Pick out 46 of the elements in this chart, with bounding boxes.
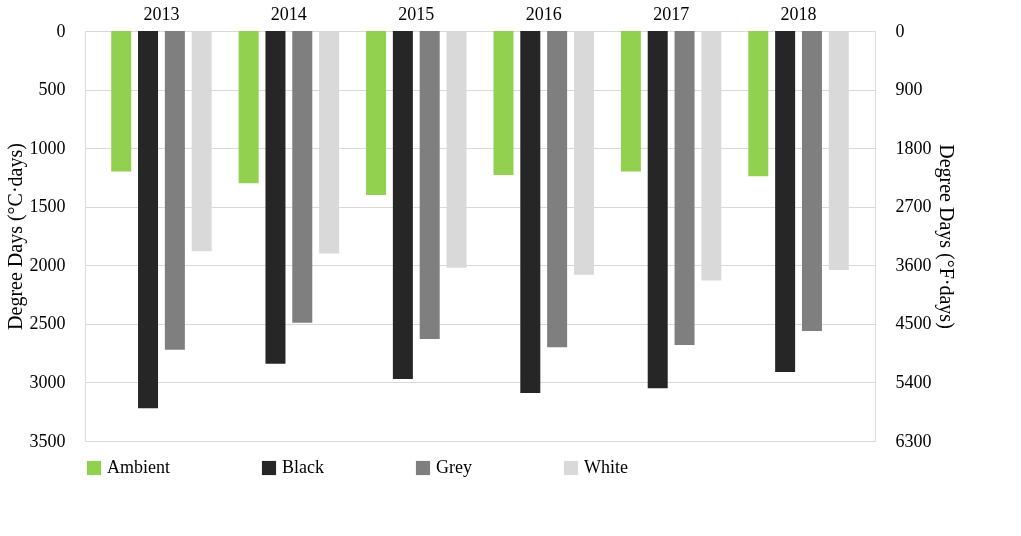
y-tick-label: 500 (38, 79, 66, 100)
y2-tick-label: 4500 (895, 313, 932, 334)
bar (674, 31, 695, 345)
bar (111, 31, 132, 172)
y2-tick-label: 6300 (895, 430, 932, 451)
legend-label: Black (282, 457, 324, 477)
y-tick-label: 1500 (29, 196, 66, 217)
y2-tick-label: 0 (895, 20, 905, 41)
y-tick-label: 2500 (29, 313, 66, 334)
y2-tick-label: 3600 (895, 254, 932, 275)
x-tick-label: 2017 (653, 3, 690, 24)
x-tick-label: 2018 (780, 3, 817, 24)
bar (647, 31, 668, 389)
bar (138, 31, 159, 409)
y2-tick-label: 1800 (895, 137, 932, 158)
y-tick-label: 0 (56, 20, 66, 41)
bar (547, 31, 568, 348)
bar (493, 31, 514, 176)
legend-label: Grey (436, 457, 472, 477)
bar (419, 31, 440, 340)
legend-label: Ambient (107, 457, 170, 477)
x-tick-label: 2014 (270, 3, 307, 24)
y2-axis-title: Degree Days (°F·days) (934, 144, 958, 329)
y-tick-label: 3000 (29, 371, 66, 392)
bar (164, 31, 185, 350)
bar (366, 31, 387, 195)
y2-tick-label: 2700 (895, 196, 932, 217)
bar (520, 31, 541, 393)
y-axis-title: Degree Days (°C·days) (3, 143, 27, 330)
bar (292, 31, 313, 323)
bar (620, 31, 641, 172)
bar (748, 31, 769, 177)
legend-label: White (584, 457, 628, 477)
y-tick-label: 2000 (29, 254, 66, 275)
x-tick-label: 2015 (398, 3, 435, 24)
bar (775, 31, 796, 372)
bar (392, 31, 413, 379)
x-tick-label: 2016 (525, 3, 562, 24)
y2-tick-label: 5400 (895, 371, 932, 392)
y-tick-label: 1000 (29, 137, 66, 158)
bar (265, 31, 286, 364)
bar (801, 31, 822, 331)
y2-tick-label: 900 (895, 79, 923, 100)
x-tick-label: 2013 (143, 3, 180, 24)
y-tick-label: 3500 (29, 430, 66, 451)
bar (238, 31, 259, 184)
